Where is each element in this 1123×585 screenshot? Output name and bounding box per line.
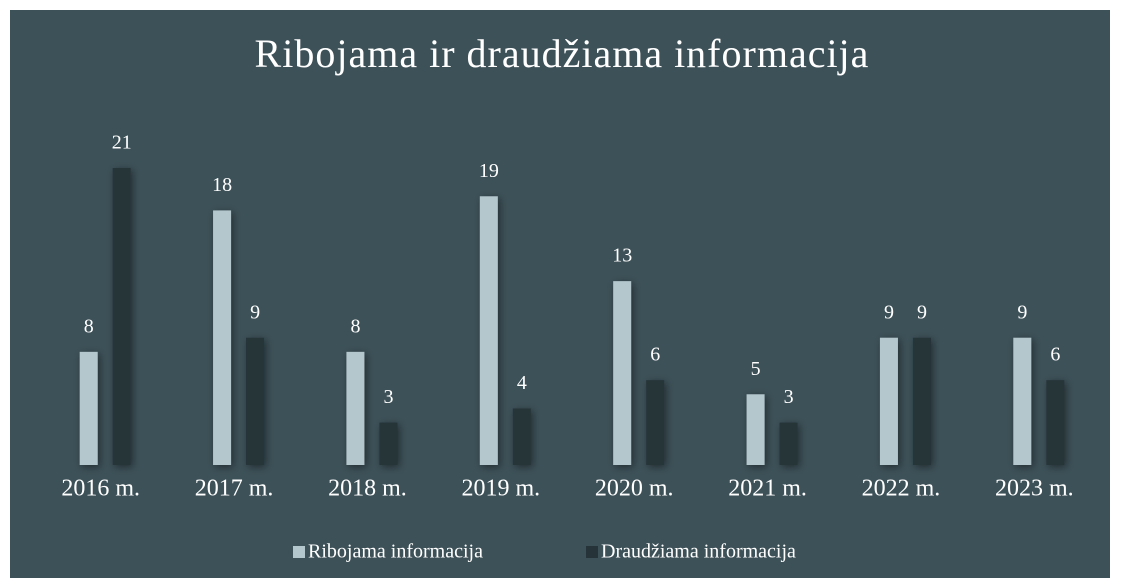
x-tick-label: 2017 m. bbox=[195, 476, 274, 502]
bar bbox=[512, 408, 531, 465]
data-label: 18 bbox=[212, 174, 232, 196]
chart-background bbox=[10, 10, 1110, 578]
data-label: 9 bbox=[1017, 301, 1027, 323]
data-label: 4 bbox=[517, 372, 527, 394]
bar bbox=[1013, 337, 1032, 465]
bar bbox=[379, 422, 398, 465]
legend-label: Ribojama informacija bbox=[308, 541, 483, 563]
data-label: 8 bbox=[84, 315, 94, 337]
x-tick-label: 2016 m. bbox=[61, 476, 140, 502]
data-label: 3 bbox=[784, 386, 794, 408]
bar bbox=[79, 351, 98, 465]
data-label: 21 bbox=[112, 132, 132, 154]
x-tick-label: 2023 m. bbox=[995, 476, 1074, 502]
data-label: 9 bbox=[884, 301, 894, 323]
legend-swatch bbox=[586, 546, 598, 558]
bar bbox=[246, 337, 265, 465]
bar bbox=[112, 168, 131, 465]
bar bbox=[479, 196, 498, 466]
data-label: 8 bbox=[350, 315, 360, 337]
data-label: 6 bbox=[1050, 344, 1060, 366]
x-tick-label: 2021 m. bbox=[728, 476, 807, 502]
bar bbox=[779, 422, 798, 465]
x-tick-label: 2018 m. bbox=[328, 476, 407, 502]
x-tick-label: 2020 m. bbox=[595, 476, 674, 502]
chart-title: Ribojama ir draudžiama informacija bbox=[255, 31, 870, 76]
x-tick-label: 2022 m. bbox=[862, 476, 941, 502]
legend-swatch bbox=[293, 546, 305, 558]
bar bbox=[746, 394, 765, 465]
data-label: 9 bbox=[917, 301, 927, 323]
x-tick-label: 2019 m. bbox=[461, 476, 540, 502]
bar bbox=[879, 337, 898, 465]
data-label: 3 bbox=[383, 386, 393, 408]
data-label: 19 bbox=[479, 160, 499, 182]
bar bbox=[646, 380, 665, 465]
data-label: 6 bbox=[650, 344, 660, 366]
legend-label: Draudžiama informacija bbox=[601, 541, 796, 563]
data-label: 13 bbox=[612, 245, 632, 267]
bar bbox=[346, 351, 365, 465]
bar bbox=[213, 210, 232, 465]
bar bbox=[1046, 380, 1065, 465]
bar bbox=[912, 337, 931, 465]
data-label: 9 bbox=[250, 301, 260, 323]
data-label: 5 bbox=[751, 358, 761, 380]
bar bbox=[613, 281, 632, 465]
